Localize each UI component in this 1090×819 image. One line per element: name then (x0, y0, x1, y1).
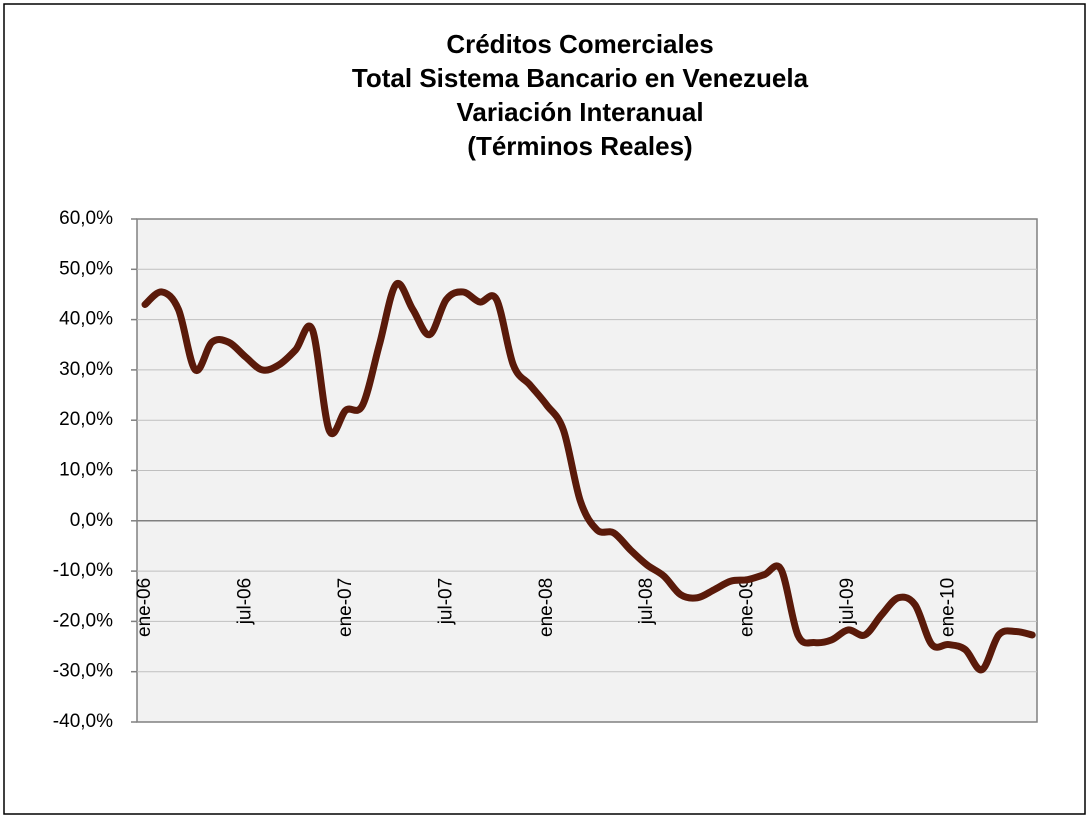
y-tick-label: 50,0% (59, 258, 113, 279)
chart-title: Variación Interanual (456, 97, 703, 127)
y-tick-label: -30,0% (53, 661, 113, 682)
y-tick-label: 60,0% (59, 208, 113, 229)
chart-title: (Términos Reales) (467, 131, 692, 161)
x-tick-label: ene-10 (938, 578, 959, 637)
y-tick-label: 30,0% (59, 359, 113, 380)
chart-title: Total Sistema Bancario en Venezuela (352, 63, 809, 93)
x-tick-label: ene-07 (335, 578, 356, 637)
x-tick-label: ene-06 (134, 578, 155, 637)
y-tick-label: 20,0% (59, 409, 113, 430)
x-tick-label: jul-09 (837, 578, 858, 625)
x-tick-label: jul-07 (435, 578, 456, 625)
x-tick-label: jul-06 (234, 578, 255, 625)
chart-title: Créditos Comerciales (446, 29, 713, 59)
y-tick-label: -10,0% (53, 560, 113, 581)
data-line (141, 279, 1036, 674)
y-tick-label: 40,0% (59, 309, 113, 330)
y-tick-label: -20,0% (53, 610, 113, 631)
x-tick-label: ene-08 (536, 578, 557, 637)
y-tick-label: -40,0% (53, 711, 113, 732)
x-tick-label: ene-09 (737, 578, 758, 637)
y-tick-label: 0,0% (70, 510, 113, 531)
x-tick-label: jul-08 (636, 578, 657, 625)
y-tick-label: 10,0% (59, 460, 113, 481)
